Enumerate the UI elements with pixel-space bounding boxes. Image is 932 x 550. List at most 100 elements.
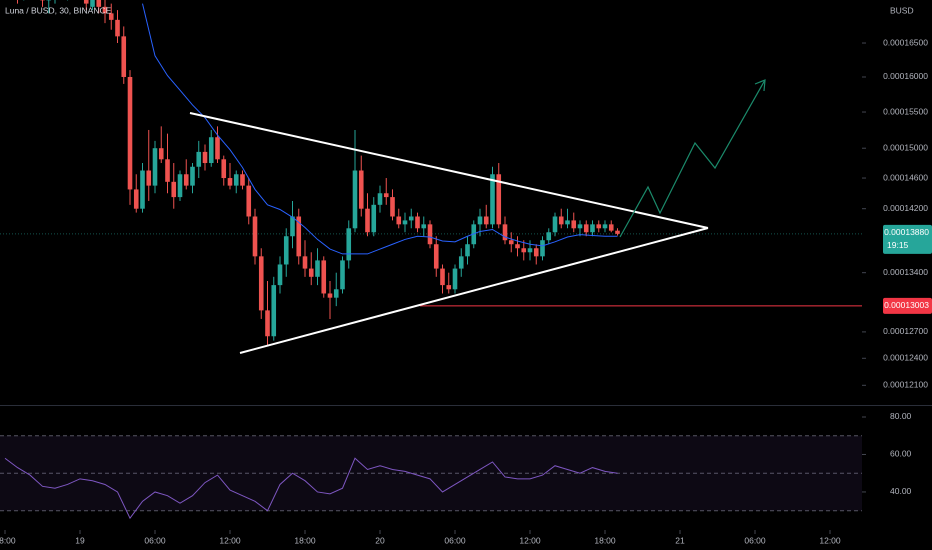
candle-body xyxy=(246,185,252,217)
projection-arrowhead xyxy=(754,79,766,92)
candle-body xyxy=(577,224,583,229)
candle-body xyxy=(596,224,602,229)
x-tick-label: 12:00 xyxy=(519,535,541,545)
candle-body xyxy=(321,260,327,294)
candle-body xyxy=(558,216,564,225)
y-tick-label: 0.00014200 xyxy=(883,203,928,213)
trendline xyxy=(189,112,709,229)
candle-body xyxy=(121,36,127,77)
candle-body xyxy=(127,76,133,190)
rsi-line xyxy=(4,457,618,520)
candle-body xyxy=(133,189,139,209)
candle-body xyxy=(108,13,114,20)
candle-body xyxy=(265,310,270,337)
currency-label: BUSD xyxy=(890,5,914,15)
candle-body xyxy=(415,216,420,229)
candle-body xyxy=(515,244,520,249)
candle-body xyxy=(277,264,283,286)
rsi-band xyxy=(0,435,862,511)
level-label: 0.00013003 xyxy=(884,300,929,310)
candle-body xyxy=(352,170,358,229)
last-price-label: 0.00013880 xyxy=(884,227,929,237)
candle-body xyxy=(408,216,414,221)
candle-body xyxy=(140,170,145,209)
candle-body xyxy=(583,224,589,233)
candle-body xyxy=(90,0,95,7)
candle-body xyxy=(146,170,152,186)
candle-body xyxy=(540,240,545,257)
x-tick-label: 20 xyxy=(375,535,385,545)
candle-body xyxy=(340,260,345,290)
candle-body xyxy=(227,178,233,186)
candle-body xyxy=(215,137,220,160)
y-tick-label: 0.00015000 xyxy=(883,142,928,152)
x-tick-label: 06:00 xyxy=(144,535,166,545)
candle-body xyxy=(240,174,245,186)
candle-body xyxy=(290,216,295,237)
chart-title: Luna / BUSD, 30, BINANCE xyxy=(5,5,112,15)
candle-body xyxy=(183,174,189,186)
candle-body xyxy=(571,220,577,229)
candle-body xyxy=(258,256,264,311)
candle-body xyxy=(158,148,164,160)
candle-body xyxy=(327,293,333,298)
candle-body xyxy=(440,268,445,286)
last-price-tag xyxy=(883,224,932,254)
candle-body xyxy=(483,216,489,225)
candle-body xyxy=(521,248,527,253)
x-tick-label: 06:00 xyxy=(444,535,466,545)
x-tick-label: 18:00 xyxy=(594,535,616,545)
candle-body xyxy=(346,228,352,261)
candle-body xyxy=(208,137,214,164)
candle-body xyxy=(446,285,452,290)
candle-body xyxy=(83,0,89,4)
candle-body xyxy=(508,240,514,245)
candle-body xyxy=(96,0,102,7)
y-tick-label: 0.00016500 xyxy=(883,37,928,47)
rsi-tick-label: 80.00 xyxy=(890,411,912,421)
candle-body xyxy=(496,174,502,225)
axes: 0.00016500 0.00016000 0.00015500 0.00015000… xyxy=(0,37,932,545)
candle-body xyxy=(252,216,258,257)
candle-body xyxy=(546,232,552,241)
candle-body xyxy=(396,216,402,225)
candle-body xyxy=(233,174,239,186)
x-tick-label: 12:00 xyxy=(819,535,841,545)
y-tick-label: 0.00012700 xyxy=(883,326,928,336)
x-tick-label: 19 xyxy=(75,535,85,545)
candle-body xyxy=(152,148,158,186)
projection-path xyxy=(619,79,766,238)
candle-body xyxy=(377,193,383,205)
moving-average xyxy=(142,3,618,255)
candle-body xyxy=(608,224,614,231)
candle-body xyxy=(433,244,439,269)
candle-body xyxy=(333,289,339,298)
candle-body xyxy=(427,224,433,245)
candle-body xyxy=(115,19,120,37)
candle-body xyxy=(315,260,320,277)
x-tick-label: 21 xyxy=(675,535,685,545)
y-tick-label: 0.00014600 xyxy=(883,172,928,182)
y-tick-label: 0.00012100 xyxy=(883,380,928,390)
candle-body xyxy=(527,248,533,253)
y-tick-label: 0.00016000 xyxy=(883,71,928,81)
candle-body xyxy=(296,216,302,257)
candle-body xyxy=(590,224,595,233)
candle-body xyxy=(171,181,177,198)
x-tick-label: 06:00 xyxy=(744,535,766,545)
candle-body xyxy=(177,174,183,198)
y-tick-label: 0.00012400 xyxy=(883,353,928,363)
candle-body xyxy=(421,224,427,229)
candle-body xyxy=(190,166,195,186)
x-tick-label: 12:00 xyxy=(219,535,241,545)
price-pane xyxy=(0,0,862,346)
candle-body xyxy=(458,256,464,269)
countdown: 19:15 xyxy=(887,240,909,250)
candle-body xyxy=(502,224,508,241)
candle-body xyxy=(308,268,314,277)
candle-body xyxy=(102,6,108,14)
rsi-tick-label: 40.00 xyxy=(890,486,912,496)
candle-body xyxy=(358,170,364,209)
